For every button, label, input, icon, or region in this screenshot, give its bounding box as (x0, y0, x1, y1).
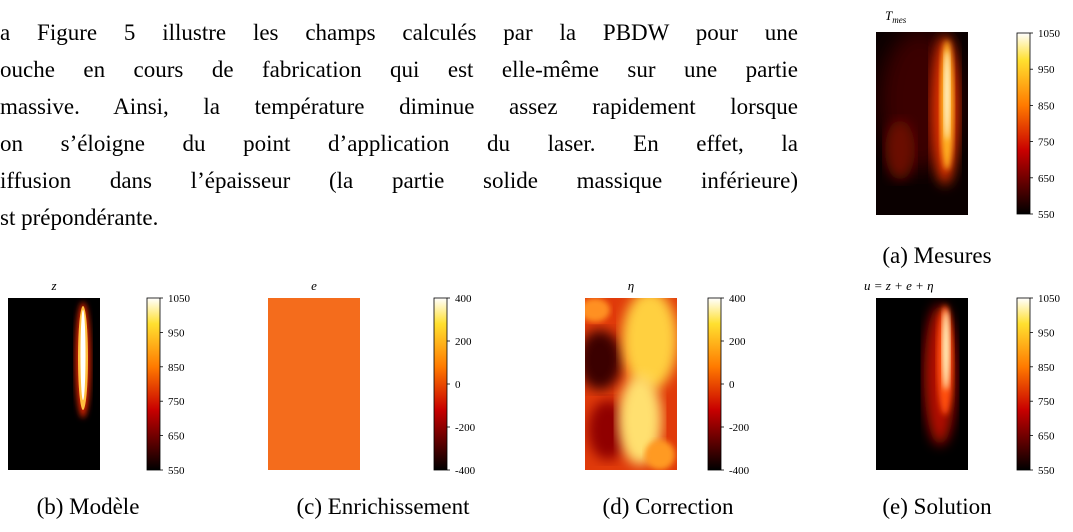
colorbar-label: 200 (455, 336, 472, 348)
colorbar-label: 400 (729, 293, 746, 305)
caption: (c) Enrichissement (296, 494, 470, 519)
colorbar-label: 750 (168, 396, 185, 408)
colorbar-label: 950 (1038, 64, 1055, 76)
panel-title: Tmes (885, 8, 907, 25)
colorbar (147, 298, 160, 470)
figure: Tmes (a) Mesures 1050 950 850 750 650 550 z (b) M… (0, 0, 1073, 532)
title-sub: mes (892, 15, 906, 25)
colorbar-label: 850 (1038, 100, 1055, 112)
colorbar (1017, 33, 1030, 214)
colorbar-label: 850 (1038, 362, 1055, 374)
colorbar-label: 0 (729, 379, 735, 391)
colorbar-label: 750 (1038, 137, 1055, 149)
colorbar-label: 1050 (1038, 293, 1061, 305)
heatmap-b (8, 298, 100, 470)
colorbar-label: 0 (455, 379, 461, 391)
colorbar-label: 400 (455, 293, 472, 305)
panel-title: u = z + e + η (864, 278, 934, 293)
colorbar-label: 950 (1038, 327, 1055, 339)
caption: (a) Mesures (882, 243, 991, 268)
colorbar (1017, 298, 1030, 470)
title-main: e (311, 278, 317, 293)
caption: (e) Solution (882, 494, 992, 519)
heatmap-a (876, 30, 968, 215)
heatmap-c (268, 298, 360, 470)
colorbar-label: 750 (1038, 396, 1055, 408)
colorbar-label: -200 (729, 422, 750, 434)
colorbar-label: -400 (455, 465, 476, 477)
colorbar-label: 650 (1038, 173, 1055, 185)
colorbar-label: 200 (729, 336, 746, 348)
panel-title: z (50, 278, 56, 293)
colorbar (434, 298, 447, 470)
colorbar-label: 550 (1038, 209, 1055, 221)
colorbar-label: -400 (729, 465, 750, 477)
colorbar-label: 550 (168, 465, 185, 477)
panel-title: e (311, 278, 317, 293)
colorbar-label: -200 (455, 422, 476, 434)
colorbar-label: 950 (168, 327, 185, 339)
caption: (d) Correction (603, 494, 734, 519)
colorbar-label: 650 (1038, 431, 1055, 443)
colorbar-label: 1050 (168, 293, 191, 305)
colorbar (708, 298, 721, 470)
colorbar-label: 650 (168, 431, 185, 443)
page: a Figure 5 illustre les champs calculés … (0, 0, 1073, 532)
title-main: z (50, 278, 56, 293)
heatmap-e (876, 298, 968, 470)
title-main: u = z + e + η (864, 278, 934, 293)
colorbar-label: 850 (168, 362, 185, 374)
colorbar-label: 1050 (1038, 28, 1061, 40)
title-main: η (628, 278, 634, 293)
caption: (b) Modèle (37, 494, 140, 519)
colorbar-label: 550 (1038, 465, 1055, 477)
heatmap-d (578, 290, 678, 470)
panel-title: η (628, 278, 634, 293)
